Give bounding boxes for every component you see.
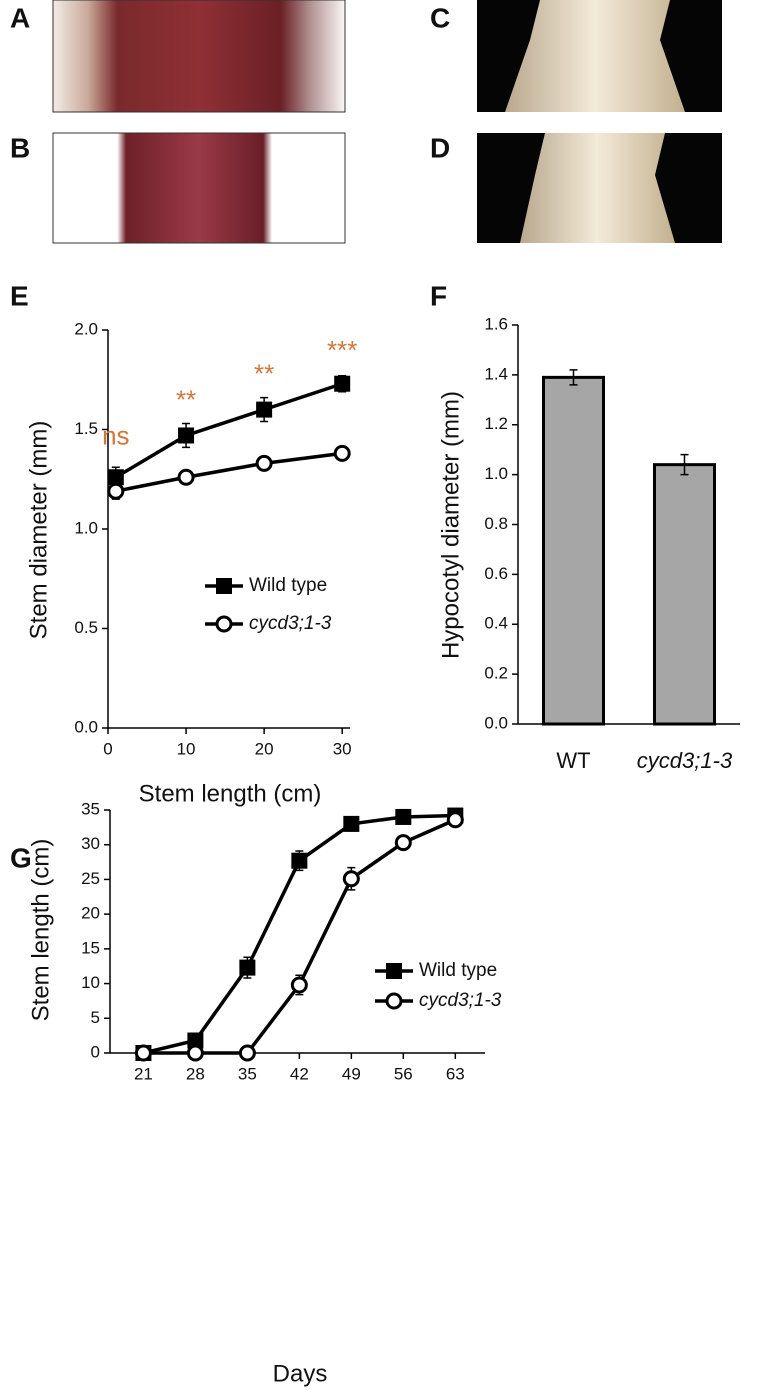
- point: [177, 468, 195, 486]
- y-axis-label: Stem length (cm): [27, 839, 54, 1022]
- photo-b: [52, 132, 346, 244]
- legend-marker: [216, 578, 232, 594]
- x-tick-label: 35: [238, 1064, 257, 1083]
- point: [333, 444, 351, 462]
- series-line: [114, 382, 343, 479]
- panel-label: B: [10, 132, 30, 163]
- y-tick-label: 1.0: [484, 464, 508, 483]
- y-tick-label: 30: [81, 834, 100, 853]
- x-tick-label: 30: [333, 739, 352, 758]
- x-tick-label: 0: [103, 739, 112, 758]
- legend-marker: [386, 963, 402, 979]
- point: [187, 1032, 204, 1049]
- point: [107, 482, 125, 500]
- hypocotyl-d: [520, 133, 675, 243]
- point: [395, 808, 412, 825]
- error-bar: [680, 453, 689, 476]
- panel-label: C: [430, 2, 450, 33]
- bar: [653, 463, 716, 726]
- series-line: [115, 451, 343, 493]
- x-tick-label: 49: [342, 1064, 361, 1083]
- point: [107, 469, 124, 486]
- legend-label: Wild type: [419, 960, 497, 981]
- y-tick-label: 1.4: [484, 364, 508, 383]
- y-tick-label: 0.6: [484, 564, 508, 583]
- point: [446, 811, 464, 829]
- x-tick-label: 10: [177, 739, 196, 758]
- y-tick-label: 0.4: [484, 614, 508, 633]
- y-tick-label: 1.2: [484, 414, 508, 433]
- x-axis-label: Stem length (cm): [139, 780, 322, 807]
- hypocotyl-c: [505, 0, 685, 112]
- legend-marker: [215, 615, 233, 633]
- x-tick-label: WT: [556, 748, 590, 773]
- panel-label: E: [10, 280, 29, 311]
- photo-panels: A B C D: [10, 0, 722, 244]
- legend-marker: [385, 992, 403, 1010]
- point: [342, 870, 360, 888]
- y-tick-label: 5: [91, 1008, 100, 1027]
- x-axis-label: Days: [273, 1360, 328, 1387]
- y-tick-label: 2.0: [74, 319, 98, 338]
- point: [134, 1044, 152, 1062]
- x-tick-label: 21: [134, 1064, 153, 1083]
- point: [343, 815, 360, 832]
- photo-a: [52, 0, 346, 113]
- x-tick-label: cycd3;1-3: [637, 748, 733, 773]
- point: [394, 834, 412, 852]
- legend-label: cycd3;1-3: [419, 990, 502, 1011]
- y-axis-label: Hypocotyl diameter (mm): [437, 391, 464, 659]
- panel-label: D: [430, 132, 450, 163]
- annotation: ***: [327, 335, 357, 365]
- y-tick-label: 0.5: [74, 618, 98, 637]
- panel-label: A: [10, 2, 30, 33]
- y-tick-label: 0: [91, 1042, 100, 1061]
- y-tick-label: 20: [81, 904, 100, 923]
- y-tick-label: 0.0: [74, 717, 98, 736]
- y-tick-label: 10: [81, 973, 100, 992]
- y-tick-label: 0.8: [484, 514, 508, 533]
- panel-label: G: [10, 842, 32, 873]
- y-tick-label: 1.5: [74, 419, 98, 438]
- point: [256, 401, 273, 418]
- y-tick-label: 0.2: [484, 664, 508, 683]
- x-tick-label: 42: [290, 1064, 309, 1083]
- annotation: **: [254, 359, 274, 389]
- panel-label: F: [430, 280, 447, 311]
- annotation: ns: [102, 420, 129, 450]
- y-tick-label: 35: [81, 799, 100, 818]
- x-tick-label: 63: [446, 1064, 465, 1083]
- annotation: **: [176, 385, 196, 415]
- point: [186, 1044, 204, 1062]
- point: [239, 959, 256, 976]
- y-axis-label: Stem diameter (mm): [25, 421, 52, 640]
- y-tick-label: 25: [81, 869, 100, 888]
- x-tick-label: 28: [186, 1064, 205, 1083]
- legend-label: cycd3;1-3: [249, 613, 332, 634]
- x-tick-label: 20: [255, 739, 274, 758]
- point: [238, 1044, 256, 1062]
- y-tick-label: 15: [81, 938, 100, 957]
- point: [334, 375, 351, 392]
- point: [290, 976, 308, 994]
- y-tick-label: 1.0: [74, 518, 98, 537]
- y-tick-label: 0.0: [484, 713, 508, 732]
- point: [178, 427, 195, 444]
- bar: [542, 375, 605, 726]
- y-tick-label: 1.6: [484, 314, 508, 333]
- point: [291, 852, 308, 869]
- point: [255, 454, 273, 472]
- x-tick-label: 56: [394, 1064, 413, 1083]
- legend-label: Wild type: [249, 575, 327, 596]
- error-bar: [569, 369, 578, 386]
